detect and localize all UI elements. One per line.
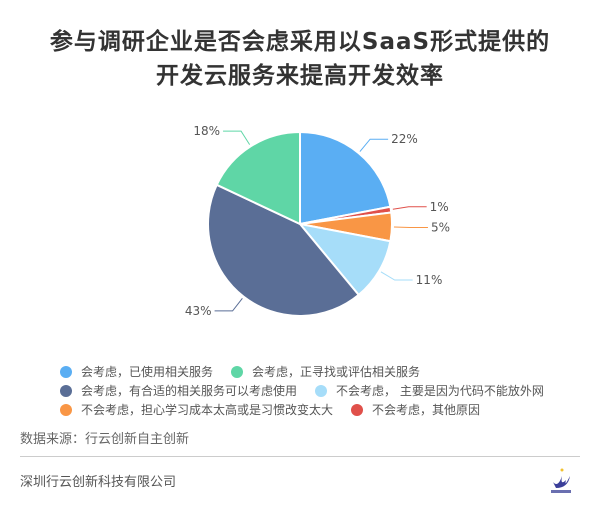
label-leader-line <box>380 271 413 281</box>
legend-label: 会考虑，正寻找或评估相关服务 <box>252 365 421 379</box>
label-leader-line <box>393 226 428 228</box>
pie-chart: 22% 1% 5% 11% 43% 18% <box>185 124 450 318</box>
legend-item[interactable]: 会考虑，有合适的相关服务可以考虑使用 <box>60 382 297 399</box>
data-label: 43% <box>185 304 212 318</box>
company-logo <box>551 468 571 493</box>
pie-slice[interactable] <box>215 131 301 225</box>
legend-dot <box>60 384 72 397</box>
legend-dot <box>60 365 72 378</box>
legend-dot <box>60 403 72 416</box>
legend-item[interactable]: 会考虑，已使用相关服务 <box>60 363 213 380</box>
legend-dot <box>231 365 244 378</box>
data-label: 1% <box>430 200 449 214</box>
data-label: 22% <box>391 132 418 146</box>
label-leader-line <box>214 297 243 312</box>
legend-dot <box>351 403 364 416</box>
legend-label: 会考虑，有合适的相关服务可以考虑使用 <box>81 384 298 398</box>
legend-label: 会考虑，已使用相关服务 <box>81 365 214 379</box>
legend-item[interactable]: 不会考虑，其他原因 <box>351 401 480 418</box>
data-label: 18% <box>193 124 220 138</box>
data-label: 5% <box>431 220 450 234</box>
legend-dot <box>315 384 328 397</box>
chart-title-line-2: 开发云服务来提高开发效率 <box>156 63 444 89</box>
chart-title-line-1: 参与调研企业是否会虑采用以SaaS形式提供的 <box>49 29 551 55</box>
pie-slice[interactable] <box>299 131 392 225</box>
legend-item[interactable]: 不会考虑，担心学习成本太高或是习惯改变太大 <box>60 401 333 418</box>
pie-slice[interactable] <box>207 183 360 317</box>
data-source: 数据来源：行云创新自主创新 <box>20 432 190 447</box>
company-name: 深圳行云创新科技有限公司 <box>20 475 177 490</box>
label-leader-line <box>223 130 251 145</box>
legend-item[interactable]: 不会考虑， 主要是因为代码不能放外网 <box>315 382 544 399</box>
legend-label: 不会考虑， 主要是因为代码不能放外网 <box>336 384 544 398</box>
legend-label: 不会考虑，其他原因 <box>372 403 481 417</box>
label-leader-line <box>392 206 427 210</box>
legend-label: 不会考虑，担心学习成本太高或是习惯改变太大 <box>81 403 334 417</box>
divider <box>20 456 580 457</box>
legend: 会考虑，已使用相关服务 会考虑，正寻找或评估相关服务 会考虑，有合适的相关服务可… <box>60 362 580 419</box>
data-label: 11% <box>416 273 443 287</box>
label-leader-line <box>359 138 389 152</box>
legend-item[interactable]: 会考虑，正寻找或评估相关服务 <box>231 363 420 380</box>
